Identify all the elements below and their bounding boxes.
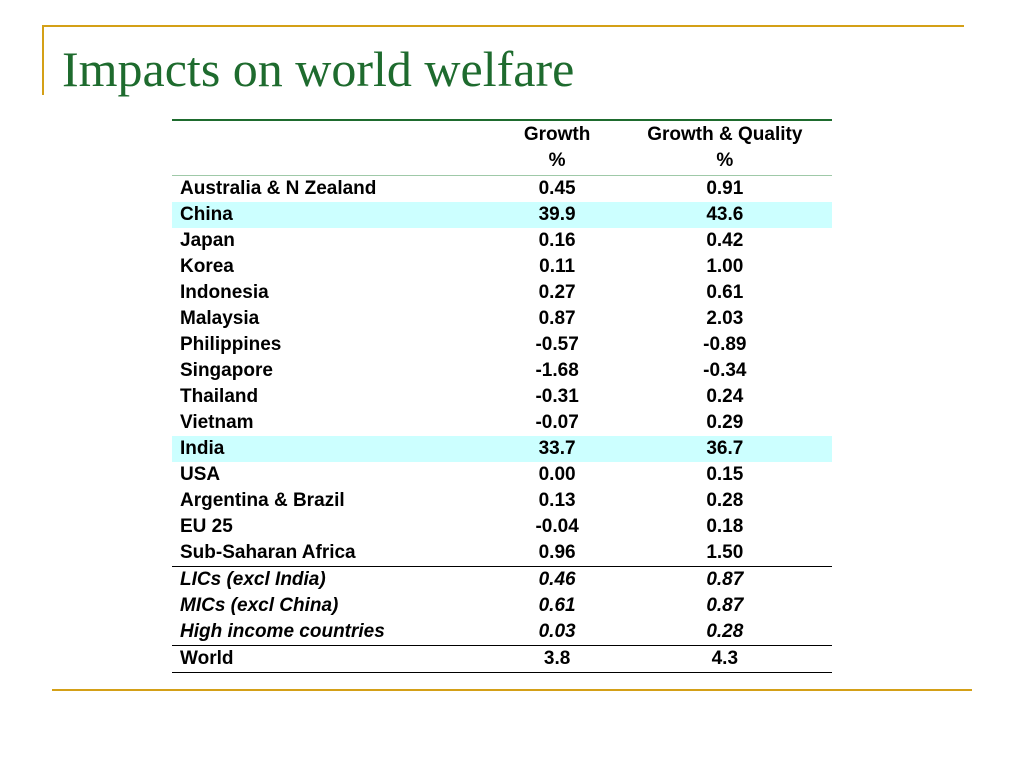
group-region-cell: High income countries <box>180 621 385 642</box>
group-row: MICs (excl China) 0.61 0.87 <box>172 593 832 619</box>
header-growth-quality-unit: % <box>716 150 734 171</box>
growth-quality-cell: 0.61 <box>706 282 744 303</box>
growth-cell: 0.87 <box>538 308 576 329</box>
growth-cell: 0.13 <box>538 490 576 511</box>
growth-cell: 33.7 <box>496 436 618 462</box>
table-row: Indonesia 0.27 0.61 <box>172 280 832 306</box>
group-growth-cell: 0.61 <box>538 595 576 616</box>
region-cell: China <box>172 202 497 228</box>
region-cell: Korea <box>180 256 234 277</box>
header-growth-quality: Growth & Quality % <box>618 120 832 176</box>
left-accent-line <box>42 25 44 95</box>
slide-title: Impacts on world welfare <box>62 41 575 97</box>
growth-quality-cell: 1.00 <box>706 256 744 277</box>
table-row-highlighted: China 39.9 43.6 <box>172 202 832 228</box>
welfare-table-container: Growth % Growth & Quality % Australia & … <box>172 119 832 673</box>
group-growth-quality-cell: 0.87 <box>617 566 832 593</box>
world-growth-quality-cell: 4.3 <box>617 645 832 673</box>
group-growth-quality-cell: 0.87 <box>706 595 744 616</box>
region-cell: Malaysia <box>180 308 260 329</box>
region-cell: USA <box>180 464 221 485</box>
growth-cell: -0.07 <box>535 412 579 433</box>
header-growth: Growth % <box>497 120 618 176</box>
growth-cell: -0.57 <box>535 334 579 355</box>
growth-cell: -0.31 <box>535 386 579 407</box>
growth-quality-cell: 0.91 <box>617 175 832 202</box>
header-growth-quality-label: Growth & Quality <box>647 124 803 145</box>
growth-quality-cell: 43.6 <box>617 202 832 228</box>
bottom-accent-line <box>52 689 972 691</box>
region-cell: Thailand <box>180 386 259 407</box>
region-cell: Sub-Saharan Africa <box>180 542 356 563</box>
growth-cell: 39.9 <box>496 202 618 228</box>
table-header-row: Growth % Growth & Quality % <box>172 120 832 176</box>
growth-quality-cell: 0.29 <box>706 412 744 433</box>
growth-cell: 0.45 <box>496 175 618 202</box>
group-row: LICs (excl India) 0.46 0.87 <box>172 566 832 593</box>
region-cell: Vietnam <box>180 412 254 433</box>
group-row: High income countries 0.03 0.28 <box>172 619 832 646</box>
growth-quality-cell: -0.89 <box>703 334 747 355</box>
growth-cell: -0.04 <box>535 516 579 537</box>
top-accent-line <box>42 25 964 27</box>
growth-quality-cell: 2.03 <box>706 308 744 329</box>
growth-quality-cell: 0.42 <box>706 230 744 251</box>
growth-quality-cell: 0.18 <box>706 516 744 537</box>
region-cell: Australia & N Zealand <box>172 175 497 202</box>
table-row: Korea 0.11 1.00 <box>172 254 832 280</box>
region-cell: EU 25 <box>180 516 233 537</box>
group-region-cell: LICs (excl India) <box>172 566 497 593</box>
welfare-table: Growth % Growth & Quality % Australia & … <box>172 119 832 673</box>
growth-quality-cell: 0.28 <box>706 490 744 511</box>
growth-quality-cell: 0.15 <box>706 464 744 485</box>
table-row: Argentina & Brazil 0.13 0.28 <box>172 488 832 514</box>
table-row: Vietnam -0.07 0.29 <box>172 410 832 436</box>
group-region-cell: MICs (excl China) <box>180 595 339 616</box>
table-row-highlighted: India 33.7 36.7 <box>172 436 832 462</box>
header-region <box>172 120 497 176</box>
table-row: Thailand -0.31 0.24 <box>172 384 832 410</box>
group-growth-cell: 0.46 <box>496 566 618 593</box>
table-row: Japan 0.16 0.42 <box>172 228 832 254</box>
region-cell: India <box>172 436 497 462</box>
growth-cell: 0.00 <box>538 464 576 485</box>
world-row: World 3.8 4.3 <box>172 645 832 673</box>
region-cell: Philippines <box>180 334 282 355</box>
table-row: Philippines -0.57 -0.89 <box>172 332 832 358</box>
growth-cell: 0.27 <box>538 282 576 303</box>
growth-cell: 0.96 <box>538 542 576 563</box>
growth-quality-cell: 1.50 <box>706 542 744 563</box>
region-cell: Argentina & Brazil <box>180 490 345 511</box>
table-row: Australia & N Zealand 0.45 0.91 <box>172 175 832 202</box>
growth-cell: 0.11 <box>539 256 576 277</box>
world-region-cell: World <box>172 645 497 673</box>
region-cell: Japan <box>180 230 235 251</box>
region-cell: Indonesia <box>180 282 269 303</box>
table-row: EU 25 -0.04 0.18 <box>172 514 832 540</box>
table-row: Singapore -1.68 -0.34 <box>172 358 832 384</box>
growth-quality-cell: 0.24 <box>706 386 744 407</box>
growth-quality-cell: 36.7 <box>617 436 832 462</box>
growth-cell: 0.16 <box>538 230 576 251</box>
group-growth-quality-cell: 0.28 <box>706 621 744 642</box>
growth-quality-cell: -0.34 <box>703 360 747 381</box>
region-cell: Singapore <box>180 360 273 381</box>
header-growth-unit: % <box>548 150 566 171</box>
table-row: USA 0.00 0.15 <box>172 462 832 488</box>
growth-cell: -1.68 <box>535 360 579 381</box>
table-row: Malaysia 0.87 2.03 <box>172 306 832 332</box>
group-growth-cell: 0.03 <box>538 621 576 642</box>
table-row: Sub-Saharan Africa 0.96 1.50 <box>172 540 832 567</box>
header-growth-label: Growth <box>523 124 591 145</box>
world-growth-cell: 3.8 <box>496 645 618 673</box>
